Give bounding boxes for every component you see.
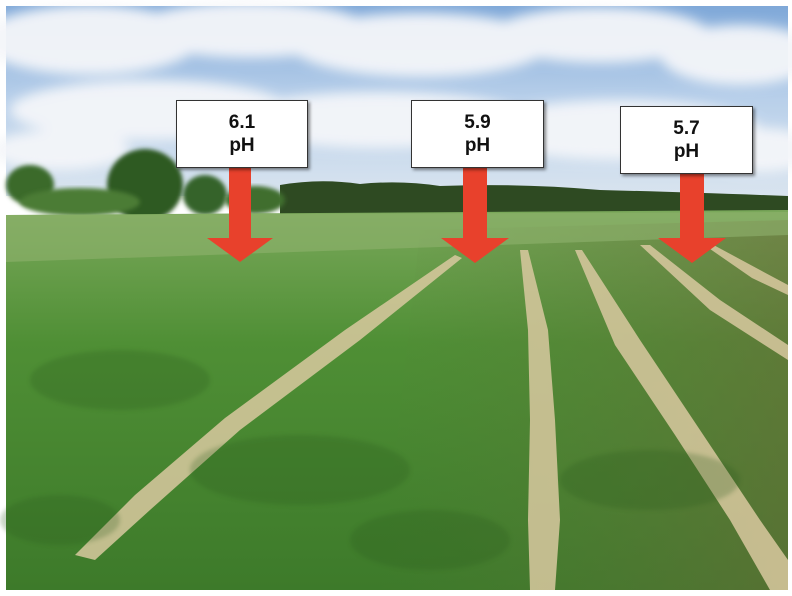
arrow-3 <box>658 174 726 263</box>
ph-value-3: 5.7 <box>673 118 700 139</box>
ph-value-2: 5.9 <box>464 112 491 133</box>
arrow-2 <box>441 168 509 263</box>
straw-rows <box>75 242 788 590</box>
ph-unit-3: pH <box>673 141 700 162</box>
ph-value-1: 6.1 <box>228 112 256 133</box>
arrow-1 <box>207 168 273 262</box>
ph-unit-1: pH <box>229 135 255 156</box>
ph-label-3: 5.7 pH <box>620 106 753 174</box>
ph-label-1: 6.1 pH <box>176 100 308 168</box>
ph-unit-2: pH <box>464 135 491 156</box>
ph-label-2: 5.9 pH <box>411 100 544 168</box>
